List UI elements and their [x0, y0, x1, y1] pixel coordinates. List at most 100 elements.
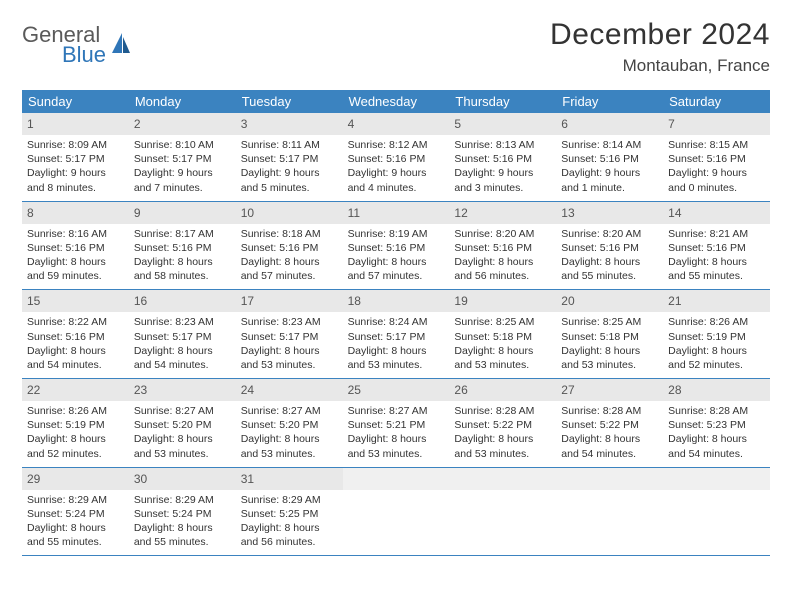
daylight-text: and 59 minutes.: [27, 269, 124, 283]
sunrise-text: Sunrise: 8:29 AM: [27, 493, 124, 507]
day-number: 13: [561, 206, 574, 220]
sunrise-text: Sunrise: 8:28 AM: [454, 404, 551, 418]
logo-text-stack: General Blue: [22, 24, 106, 66]
day-number-bar: 4: [343, 113, 450, 135]
day-number: 15: [27, 294, 40, 308]
daylight-text: Daylight: 8 hours: [668, 432, 765, 446]
daylight-text: Daylight: 8 hours: [27, 255, 124, 269]
daylight-text: and 53 minutes.: [348, 358, 445, 372]
day-empty: .: [663, 468, 770, 556]
daylight-text: and 53 minutes.: [241, 358, 338, 372]
daylight-text: Daylight: 8 hours: [454, 344, 551, 358]
daylight-text: Daylight: 9 hours: [241, 166, 338, 180]
day-cell: 14Sunrise: 8:21 AMSunset: 5:16 PMDayligh…: [663, 202, 770, 290]
sunrise-text: Sunrise: 8:23 AM: [134, 315, 231, 329]
day-cell: 31Sunrise: 8:29 AMSunset: 5:25 PMDayligh…: [236, 468, 343, 556]
week-row: 15Sunrise: 8:22 AMSunset: 5:16 PMDayligh…: [22, 290, 770, 379]
day-empty: .: [556, 468, 663, 556]
daylight-text: Daylight: 9 hours: [668, 166, 765, 180]
day-number-bar: 9: [129, 202, 236, 224]
sunrise-text: Sunrise: 8:23 AM: [241, 315, 338, 329]
day-number: 27: [561, 383, 574, 397]
daylight-text: and 0 minutes.: [668, 181, 765, 195]
weeks-container: 1Sunrise: 8:09 AMSunset: 5:17 PMDaylight…: [22, 113, 770, 556]
daylight-text: Daylight: 8 hours: [348, 344, 445, 358]
day-cell: 13 Sunrise: 8:20 AMSunset: 5:16 PMDayligh…: [556, 202, 663, 290]
daylight-text: and 53 minutes.: [241, 447, 338, 461]
sunset-text: Sunset: 5:16 PM: [241, 241, 338, 255]
day-number-bar: 28: [663, 379, 770, 401]
sunset-text: Sunset: 5:16 PM: [348, 152, 445, 166]
sunrise-text: Sunrise: 8:26 AM: [27, 404, 124, 418]
day-number-bar: .: [556, 468, 663, 490]
day-number-bar: 20: [556, 290, 663, 312]
daylight-text: and 52 minutes.: [27, 447, 124, 461]
day-cell: 28Sunrise: 8:28 AMSunset: 5:23 PMDayligh…: [663, 379, 770, 467]
sunset-text: Sunset: 5:16 PM: [561, 152, 658, 166]
day-number: 30: [134, 472, 147, 486]
day-cell: 8Sunrise: 8:16 AMSunset: 5:16 PMDaylight…: [22, 202, 129, 290]
sunset-text: Sunset: 5:18 PM: [561, 330, 658, 344]
sunset-text: Sunset: 5:21 PM: [348, 418, 445, 432]
day-number-bar: 5: [449, 113, 556, 135]
day-number-bar: .: [343, 468, 450, 490]
day-number-bar: 24: [236, 379, 343, 401]
day-number-bar: 31: [236, 468, 343, 490]
sunset-text: Sunset: 5:17 PM: [134, 152, 231, 166]
sunset-text: Sunset: 5:17 PM: [241, 330, 338, 344]
daylight-text: Daylight: 8 hours: [241, 432, 338, 446]
day-cell: 6Sunrise: 8:14 AMSunset: 5:16 PMDaylight…: [556, 113, 663, 201]
page: General Blue December 2024 Montauban, Fr…: [0, 0, 792, 574]
daylight-text: and 52 minutes.: [668, 358, 765, 372]
day-cell: 29Sunrise: 8:29 AMSunset: 5:24 PMDayligh…: [22, 468, 129, 556]
day-number-bar: 13: [556, 202, 663, 224]
day-number: 22: [27, 383, 40, 397]
daylight-text: and 53 minutes.: [454, 447, 551, 461]
weekday-sunday: Sunday: [22, 90, 129, 113]
day-cell: 10Sunrise: 8:18 AMSunset: 5:16 PMDayligh…: [236, 202, 343, 290]
daylight-text: Daylight: 8 hours: [348, 432, 445, 446]
week-row: 1Sunrise: 8:09 AMSunset: 5:17 PMDaylight…: [22, 113, 770, 202]
daylight-text: Daylight: 9 hours: [561, 166, 658, 180]
day-number-bar: .: [663, 468, 770, 490]
day-number: 2: [134, 117, 141, 131]
daylight-text: and 55 minutes.: [27, 535, 124, 549]
daylight-text: Daylight: 8 hours: [348, 255, 445, 269]
day-number: 18: [348, 294, 361, 308]
sunset-text: Sunset: 5:17 PM: [27, 152, 124, 166]
sunset-text: Sunset: 5:16 PM: [668, 152, 765, 166]
day-number-bar: 26: [449, 379, 556, 401]
weekday-monday: Monday: [129, 90, 236, 113]
day-cell: 12Sunrise: 8:20 AMSunset: 5:16 PMDayligh…: [449, 202, 556, 290]
day-number: 5: [454, 117, 461, 131]
day-number-bar: .: [449, 468, 556, 490]
daylight-text: Daylight: 8 hours: [454, 432, 551, 446]
day-number: 16: [134, 294, 147, 308]
sunrise-text: Sunrise: 8:14 AM: [561, 138, 658, 152]
daylight-text: and 55 minutes.: [134, 535, 231, 549]
sunset-text: Sunset: 5:19 PM: [27, 418, 124, 432]
daylight-text: Daylight: 8 hours: [668, 255, 765, 269]
sunrise-text: Sunrise: 8:29 AM: [241, 493, 338, 507]
week-row: 8Sunrise: 8:16 AMSunset: 5:16 PMDaylight…: [22, 202, 770, 291]
weekday-saturday: Saturday: [663, 90, 770, 113]
day-number-bar: 18: [343, 290, 450, 312]
sunrise-text: Sunrise: 8:20 AM: [561, 227, 658, 241]
sunrise-text: Sunrise: 8:25 AM: [454, 315, 551, 329]
week-row: 22 Sunrise: 8:26 AMSunset: 5:19 PM Dayligh…: [22, 379, 770, 468]
sunrise-text: Sunrise: 8:25 AM: [561, 315, 658, 329]
sunset-text: Sunset: 5:24 PM: [134, 507, 231, 521]
weekday-tuesday: Tuesday: [236, 90, 343, 113]
sunset-text: Sunset: 5:16 PM: [561, 241, 658, 255]
week-row: 29Sunrise: 8:29 AMSunset: 5:24 PMDayligh…: [22, 468, 770, 557]
sunset-text: Sunset: 5:16 PM: [27, 330, 124, 344]
daylight-text: Daylight: 8 hours: [561, 255, 658, 269]
day-cell: 22Sunrise: 8:26 AMSunset: 5:19 PMDayligh…: [22, 379, 129, 467]
day-number: 9: [134, 206, 141, 220]
daylight-text: Daylight: 8 hours: [27, 521, 124, 535]
day-number: 31: [241, 472, 254, 486]
title-block: December 2024 Montauban, France: [550, 18, 770, 76]
sunset-text: Sunset: 5:16 PM: [348, 241, 445, 255]
day-cell: 7Sunrise: 8:15 AMSunset: 5:16 PMDaylight…: [663, 113, 770, 201]
daylight-text: and 5 minutes.: [241, 181, 338, 195]
